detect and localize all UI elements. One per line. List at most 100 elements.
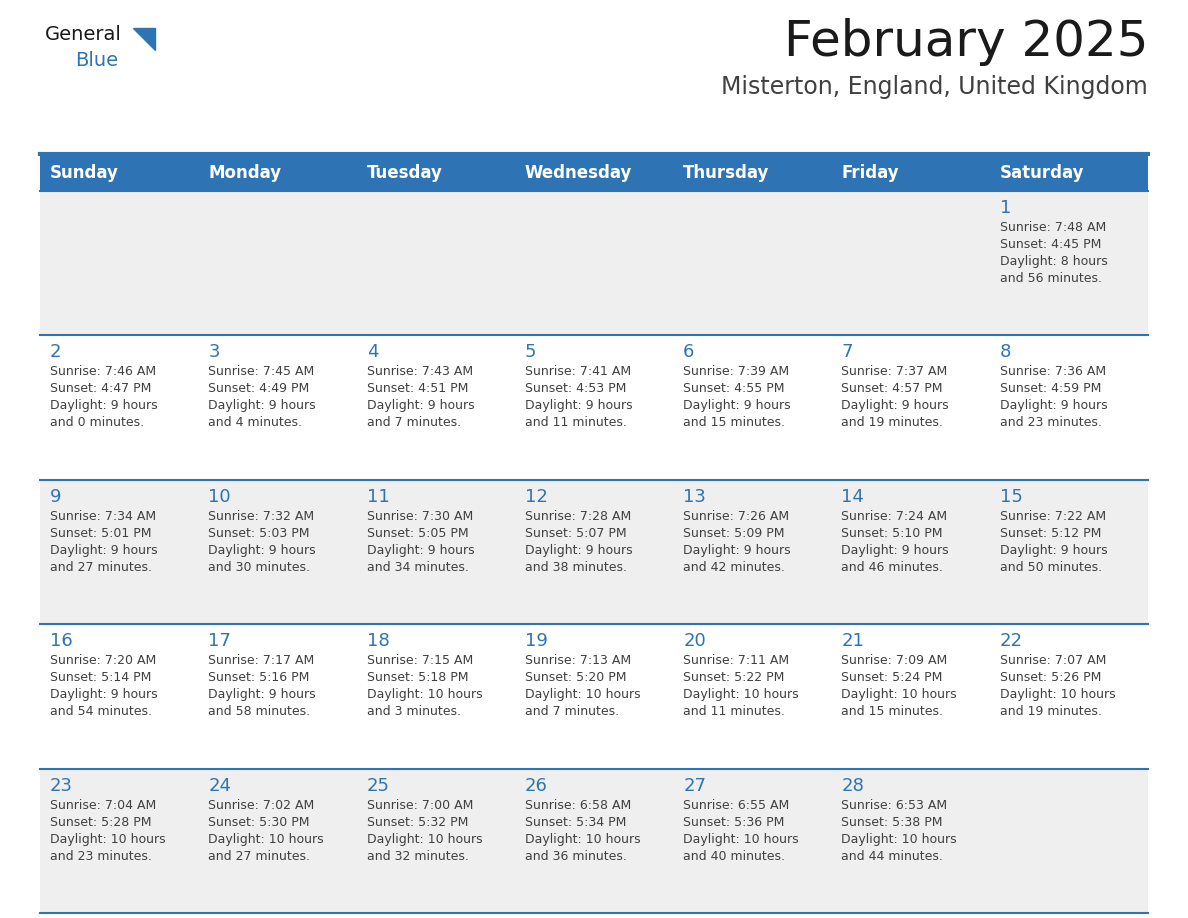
Text: Daylight: 9 hours: Daylight: 9 hours bbox=[525, 543, 632, 557]
Text: Sunrise: 7:28 AM: Sunrise: 7:28 AM bbox=[525, 509, 631, 522]
Text: and 34 minutes.: and 34 minutes. bbox=[367, 561, 468, 574]
Text: 7: 7 bbox=[841, 343, 853, 362]
Text: Daylight: 8 hours: Daylight: 8 hours bbox=[1000, 255, 1107, 268]
Text: and 30 minutes.: and 30 minutes. bbox=[208, 561, 310, 574]
Text: Sunset: 5:03 PM: Sunset: 5:03 PM bbox=[208, 527, 310, 540]
Text: 19: 19 bbox=[525, 633, 548, 650]
Text: 25: 25 bbox=[367, 777, 390, 795]
Bar bbox=[40, 480, 1148, 624]
Text: Sunday: Sunday bbox=[50, 164, 119, 182]
Text: Sunset: 5:36 PM: Sunset: 5:36 PM bbox=[683, 815, 784, 829]
Text: Sunrise: 7:34 AM: Sunrise: 7:34 AM bbox=[50, 509, 156, 522]
Text: Sunrise: 7:04 AM: Sunrise: 7:04 AM bbox=[50, 799, 157, 812]
Text: and 3 minutes.: and 3 minutes. bbox=[367, 705, 461, 718]
Text: Sunrise: 7:09 AM: Sunrise: 7:09 AM bbox=[841, 655, 948, 667]
Text: Tuesday: Tuesday bbox=[367, 164, 442, 182]
Text: Sunrise: 7:48 AM: Sunrise: 7:48 AM bbox=[1000, 221, 1106, 234]
Text: and 19 minutes.: and 19 minutes. bbox=[1000, 705, 1101, 718]
Text: and 50 minutes.: and 50 minutes. bbox=[1000, 561, 1101, 574]
Text: 10: 10 bbox=[208, 487, 230, 506]
Text: and 38 minutes.: and 38 minutes. bbox=[525, 561, 627, 574]
Text: and 19 minutes.: and 19 minutes. bbox=[841, 417, 943, 430]
Text: and 23 minutes.: and 23 minutes. bbox=[1000, 417, 1101, 430]
Text: 14: 14 bbox=[841, 487, 865, 506]
Text: Daylight: 10 hours: Daylight: 10 hours bbox=[367, 833, 482, 845]
Text: 5: 5 bbox=[525, 343, 536, 362]
Text: and 36 minutes.: and 36 minutes. bbox=[525, 849, 627, 863]
Text: 21: 21 bbox=[841, 633, 865, 650]
Text: Sunset: 5:38 PM: Sunset: 5:38 PM bbox=[841, 815, 943, 829]
Text: Daylight: 10 hours: Daylight: 10 hours bbox=[50, 833, 165, 845]
Text: and 27 minutes.: and 27 minutes. bbox=[50, 561, 152, 574]
Text: and 42 minutes.: and 42 minutes. bbox=[683, 561, 785, 574]
Text: 12: 12 bbox=[525, 487, 548, 506]
Text: and 0 minutes.: and 0 minutes. bbox=[50, 417, 144, 430]
Text: 6: 6 bbox=[683, 343, 695, 362]
Text: Sunrise: 7:37 AM: Sunrise: 7:37 AM bbox=[841, 365, 948, 378]
Text: Friday: Friday bbox=[841, 164, 899, 182]
Text: Sunrise: 7:45 AM: Sunrise: 7:45 AM bbox=[208, 365, 315, 378]
Text: and 54 minutes.: and 54 minutes. bbox=[50, 705, 152, 718]
Text: Sunset: 4:49 PM: Sunset: 4:49 PM bbox=[208, 383, 310, 396]
Text: Daylight: 10 hours: Daylight: 10 hours bbox=[1000, 688, 1116, 701]
Text: Daylight: 10 hours: Daylight: 10 hours bbox=[683, 833, 798, 845]
Text: Sunrise: 7:22 AM: Sunrise: 7:22 AM bbox=[1000, 509, 1106, 522]
Text: 4: 4 bbox=[367, 343, 378, 362]
Text: Daylight: 9 hours: Daylight: 9 hours bbox=[50, 543, 158, 557]
Text: Sunset: 5:07 PM: Sunset: 5:07 PM bbox=[525, 527, 626, 540]
Text: Daylight: 9 hours: Daylight: 9 hours bbox=[1000, 543, 1107, 557]
Text: Sunrise: 7:15 AM: Sunrise: 7:15 AM bbox=[367, 655, 473, 667]
Text: Daylight: 9 hours: Daylight: 9 hours bbox=[50, 399, 158, 412]
Text: 27: 27 bbox=[683, 777, 706, 795]
Text: February 2025: February 2025 bbox=[784, 18, 1148, 66]
Text: Sunrise: 7:20 AM: Sunrise: 7:20 AM bbox=[50, 655, 157, 667]
Text: 22: 22 bbox=[1000, 633, 1023, 650]
Text: 24: 24 bbox=[208, 777, 232, 795]
Text: Sunset: 5:28 PM: Sunset: 5:28 PM bbox=[50, 815, 152, 829]
Text: General: General bbox=[45, 25, 122, 44]
Text: 18: 18 bbox=[367, 633, 390, 650]
Text: Wednesday: Wednesday bbox=[525, 164, 632, 182]
Text: and 4 minutes.: and 4 minutes. bbox=[208, 417, 302, 430]
Text: and 46 minutes.: and 46 minutes. bbox=[841, 561, 943, 574]
Text: 13: 13 bbox=[683, 487, 706, 506]
Bar bbox=[40, 155, 1148, 191]
Text: and 7 minutes.: and 7 minutes. bbox=[525, 705, 619, 718]
Text: Blue: Blue bbox=[75, 51, 118, 70]
Text: Sunset: 4:55 PM: Sunset: 4:55 PM bbox=[683, 383, 784, 396]
Bar bbox=[40, 191, 1148, 335]
Text: Daylight: 10 hours: Daylight: 10 hours bbox=[841, 833, 958, 845]
Text: 3: 3 bbox=[208, 343, 220, 362]
Text: Daylight: 9 hours: Daylight: 9 hours bbox=[367, 399, 474, 412]
Text: Daylight: 10 hours: Daylight: 10 hours bbox=[841, 688, 958, 701]
Text: 26: 26 bbox=[525, 777, 548, 795]
Text: Sunset: 4:45 PM: Sunset: 4:45 PM bbox=[1000, 238, 1101, 251]
Text: Sunrise: 7:17 AM: Sunrise: 7:17 AM bbox=[208, 655, 315, 667]
Polygon shape bbox=[133, 28, 154, 50]
Text: Sunrise: 6:55 AM: Sunrise: 6:55 AM bbox=[683, 799, 789, 812]
Text: Sunset: 5:14 PM: Sunset: 5:14 PM bbox=[50, 671, 151, 684]
Text: Monday: Monday bbox=[208, 164, 282, 182]
Text: Daylight: 10 hours: Daylight: 10 hours bbox=[367, 688, 482, 701]
Text: Sunset: 5:05 PM: Sunset: 5:05 PM bbox=[367, 527, 468, 540]
Text: Sunrise: 6:58 AM: Sunrise: 6:58 AM bbox=[525, 799, 631, 812]
Text: Daylight: 10 hours: Daylight: 10 hours bbox=[208, 833, 324, 845]
Text: 2: 2 bbox=[50, 343, 62, 362]
Text: Daylight: 10 hours: Daylight: 10 hours bbox=[525, 688, 640, 701]
Text: Sunrise: 6:53 AM: Sunrise: 6:53 AM bbox=[841, 799, 948, 812]
Text: Daylight: 9 hours: Daylight: 9 hours bbox=[1000, 399, 1107, 412]
Text: 23: 23 bbox=[50, 777, 72, 795]
Text: and 7 minutes.: and 7 minutes. bbox=[367, 417, 461, 430]
Text: Daylight: 9 hours: Daylight: 9 hours bbox=[208, 688, 316, 701]
Text: Sunset: 5:24 PM: Sunset: 5:24 PM bbox=[841, 671, 943, 684]
Text: Sunset: 4:57 PM: Sunset: 4:57 PM bbox=[841, 383, 943, 396]
Text: 17: 17 bbox=[208, 633, 232, 650]
Text: and 23 minutes.: and 23 minutes. bbox=[50, 849, 152, 863]
Text: 28: 28 bbox=[841, 777, 865, 795]
Text: Sunset: 5:12 PM: Sunset: 5:12 PM bbox=[1000, 527, 1101, 540]
Text: Daylight: 9 hours: Daylight: 9 hours bbox=[683, 543, 791, 557]
Bar bbox=[40, 335, 1148, 480]
Text: Sunrise: 7:43 AM: Sunrise: 7:43 AM bbox=[367, 365, 473, 378]
Text: Daylight: 9 hours: Daylight: 9 hours bbox=[367, 543, 474, 557]
Text: Sunset: 5:30 PM: Sunset: 5:30 PM bbox=[208, 815, 310, 829]
